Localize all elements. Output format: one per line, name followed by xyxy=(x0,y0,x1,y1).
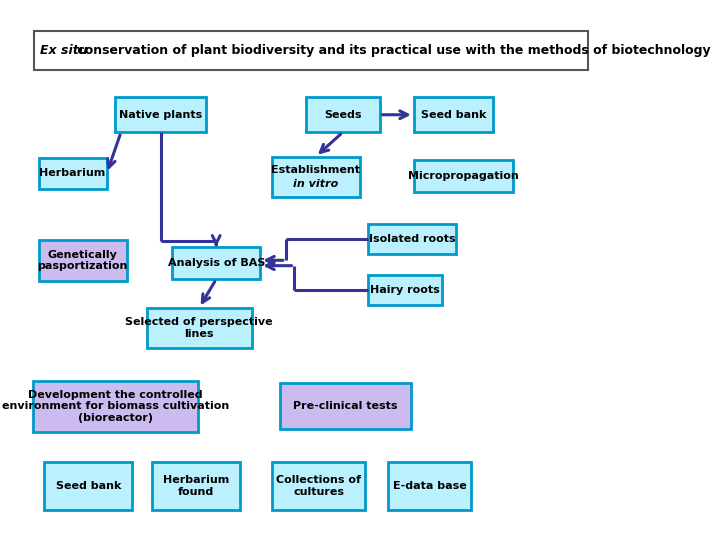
Text: Herbarium
found: Herbarium found xyxy=(163,475,230,497)
Text: Selected of perspective
lines: Selected of perspective lines xyxy=(125,317,273,339)
Text: Native plants: Native plants xyxy=(119,110,202,120)
Text: Genetically
pasportization: Genetically pasportization xyxy=(37,249,127,271)
Text: Micropropagation: Micropropagation xyxy=(408,171,519,181)
FancyBboxPatch shape xyxy=(172,247,260,279)
Text: Seed bank: Seed bank xyxy=(421,110,486,120)
Text: Herbarium: Herbarium xyxy=(40,168,106,178)
Text: Seed bank: Seed bank xyxy=(55,481,121,491)
FancyBboxPatch shape xyxy=(414,160,513,192)
FancyBboxPatch shape xyxy=(38,158,107,189)
Text: Seeds: Seeds xyxy=(324,110,361,120)
FancyBboxPatch shape xyxy=(369,224,456,254)
Text: Development the controlled
environment for biomass cultivation
(bioreactor): Development the controlled environment f… xyxy=(1,390,229,423)
FancyBboxPatch shape xyxy=(38,240,127,281)
Text: Collections of
cultures: Collections of cultures xyxy=(276,475,361,497)
FancyBboxPatch shape xyxy=(388,462,471,510)
FancyBboxPatch shape xyxy=(115,97,206,132)
Text: Establishment: Establishment xyxy=(271,165,360,175)
Text: Isolated roots: Isolated roots xyxy=(369,234,456,244)
FancyBboxPatch shape xyxy=(152,462,240,510)
FancyBboxPatch shape xyxy=(44,462,132,510)
FancyBboxPatch shape xyxy=(306,97,379,132)
Text: E-data base: E-data base xyxy=(392,481,467,491)
Text: Pre-clinical tests: Pre-clinical tests xyxy=(293,401,398,411)
FancyBboxPatch shape xyxy=(369,275,442,305)
FancyBboxPatch shape xyxy=(271,462,366,510)
Text: conservation of plant biodiversity and its practical use with the methods of bio: conservation of plant biodiversity and i… xyxy=(73,44,710,57)
FancyBboxPatch shape xyxy=(34,31,588,70)
Text: Hairy roots: Hairy roots xyxy=(370,285,440,295)
FancyBboxPatch shape xyxy=(271,157,360,197)
Text: Analysis of BAS: Analysis of BAS xyxy=(168,258,265,268)
FancyBboxPatch shape xyxy=(280,383,411,429)
Text: Ex situ: Ex situ xyxy=(40,44,87,57)
FancyBboxPatch shape xyxy=(33,381,198,432)
FancyBboxPatch shape xyxy=(414,97,493,132)
Text: in vitro: in vitro xyxy=(293,179,338,189)
FancyBboxPatch shape xyxy=(147,308,252,348)
